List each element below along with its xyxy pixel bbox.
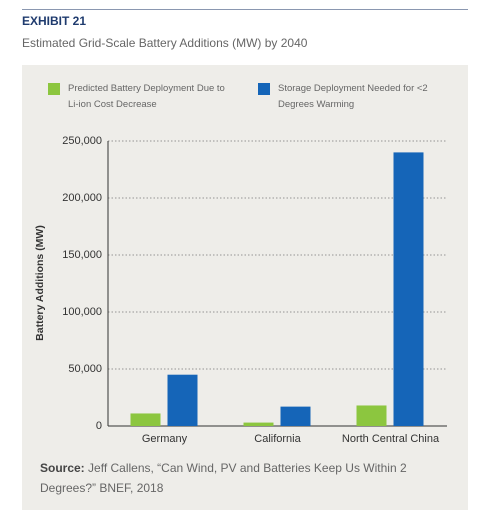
source-label: Source: bbox=[40, 461, 85, 475]
y-tick-label: 200,000 bbox=[62, 192, 102, 204]
bar bbox=[167, 374, 198, 426]
x-tick-label: Germany bbox=[142, 433, 188, 445]
exhibit-label: EXHIBIT 21 bbox=[22, 14, 87, 28]
y-tick-label: 100,000 bbox=[62, 306, 102, 318]
legend-label: Storage Deployment Needed for <2 Degrees… bbox=[278, 83, 428, 110]
y-tick-label: 50,000 bbox=[68, 363, 102, 375]
bar bbox=[280, 406, 311, 426]
legend-swatch bbox=[258, 83, 270, 95]
y-axis-label: Battery Additions (MW) bbox=[34, 225, 46, 341]
bar bbox=[393, 152, 424, 426]
top-rule bbox=[22, 9, 468, 10]
x-tick-label: California bbox=[254, 433, 301, 445]
legend-swatch bbox=[48, 83, 60, 95]
source-text: Jeff Callens, “Can Wind, PV and Batterie… bbox=[40, 461, 407, 495]
subtitle: Estimated Grid-Scale Battery Additions (… bbox=[22, 36, 308, 50]
y-tick-label: 150,000 bbox=[62, 249, 102, 261]
source: Source: Jeff Callens, “Can Wind, PV and … bbox=[40, 458, 460, 498]
legend-label: Predicted Battery Deployment Due to Li-i… bbox=[68, 83, 225, 110]
bar bbox=[356, 405, 387, 426]
y-tick-label: 250,000 bbox=[62, 135, 102, 147]
bar bbox=[130, 413, 161, 426]
bar bbox=[243, 422, 274, 426]
y-tick-label: 0 bbox=[96, 420, 102, 432]
x-tick-label: North Central China bbox=[342, 433, 440, 445]
